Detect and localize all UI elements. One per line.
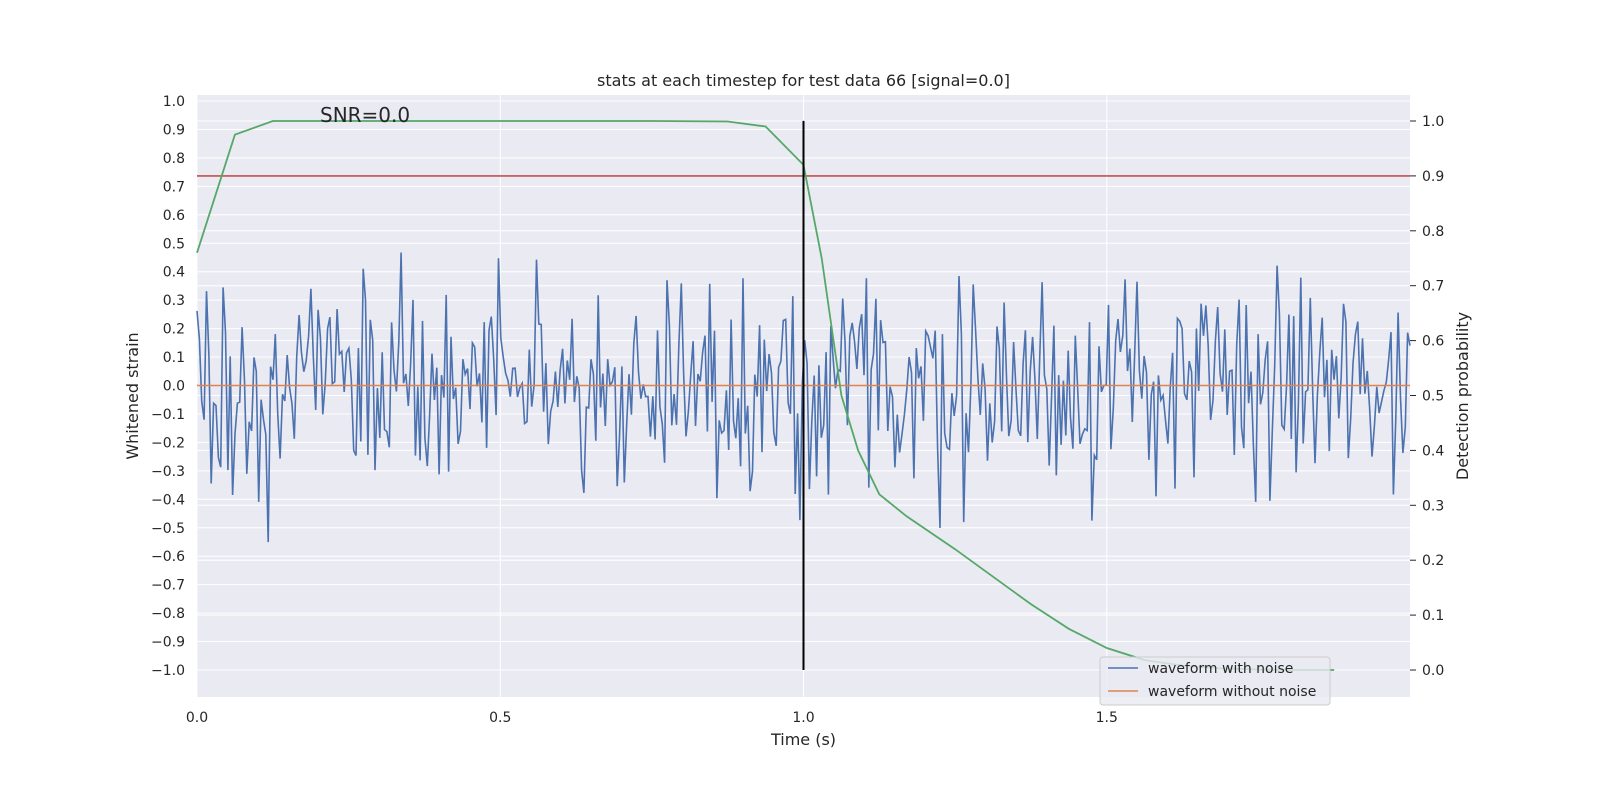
y-tick-label: 0.7 [163, 179, 185, 195]
y-tick-label: 0.5 [163, 236, 185, 252]
x-tick-label: 1.5 [1096, 710, 1118, 726]
legend-label-waveform-without-noise: waveform without noise [1148, 684, 1316, 700]
y-axis-label: Whitened strain [123, 332, 142, 459]
y2-tick-label: 0.8 [1422, 224, 1444, 240]
y-tick-label: 0.0 [163, 379, 185, 395]
y2-tick-label: 0.6 [1422, 334, 1444, 350]
x-axis-ticks: 0.0 0.5 1.0 1.5 [186, 710, 1118, 726]
y-tick-label: −0.7 [151, 578, 185, 594]
y-tick-label: −1.0 [151, 663, 185, 679]
y2-tick-label: 0.1 [1422, 608, 1444, 624]
y-tick-label: 0.3 [163, 293, 185, 309]
y2-tick-label: 1.0 [1422, 114, 1444, 130]
x-tick-label: 1.0 [792, 710, 814, 726]
y-tick-label: −0.5 [151, 521, 185, 537]
y-tick-label: −0.8 [151, 606, 185, 622]
legend-label-waveform-with-noise: waveform with noise [1148, 661, 1293, 677]
y-tick-label: −0.3 [151, 464, 185, 480]
y-tick-label: −0.2 [151, 435, 185, 451]
legend-box [1099, 656, 1331, 706]
y2-tick-label: 0.5 [1422, 389, 1444, 405]
y2-tick-label: 0.9 [1422, 169, 1444, 185]
snr-annotation: SNR=0.0 [320, 103, 410, 127]
y-tick-label: −0.6 [151, 549, 185, 565]
y-tick-label: 0.8 [163, 151, 185, 167]
y-tick-label: 0.4 [163, 265, 185, 281]
y2-axis-label: Detection probability [1453, 312, 1472, 480]
y-tick-label: −0.9 [151, 635, 185, 651]
y-tick-label: −0.1 [151, 407, 185, 423]
y2-tick-label: 0.2 [1422, 553, 1444, 569]
y2-tick-label: 0.7 [1422, 279, 1444, 295]
y-axis-right-ticks: 1.0 0.9 0.8 0.7 0.6 0.5 0.4 0.3 0.2 0.1 0.0 [1410, 114, 1444, 679]
y2-tick-label: 0.0 [1422, 663, 1444, 679]
y2-tick-label: 0.4 [1422, 443, 1444, 459]
y-tick-label: −0.4 [151, 492, 185, 508]
y2-tick-label: 0.3 [1422, 498, 1444, 514]
y-tick-label: 0.6 [163, 208, 185, 224]
y-tick-label: 0.2 [163, 322, 185, 338]
x-tick-label: 0.5 [489, 710, 511, 726]
y-tick-label: 0.1 [163, 350, 185, 366]
y-axis-left-ticks: 1.0 0.9 0.8 0.7 0.6 0.5 0.4 0.3 0.2 0.1 0.0 −0.1 −0.… [151, 94, 185, 679]
x-axis-label: Time (s) [770, 730, 836, 749]
y-tick-label: 0.9 [163, 122, 185, 138]
y-tick-label: 1.0 [163, 94, 185, 110]
chart-title: stats at each timestep for test data 66 … [597, 71, 1010, 90]
x-tick-label: 0.0 [186, 710, 208, 726]
legend: waveform with noise waveform without noi… [1099, 656, 1331, 706]
